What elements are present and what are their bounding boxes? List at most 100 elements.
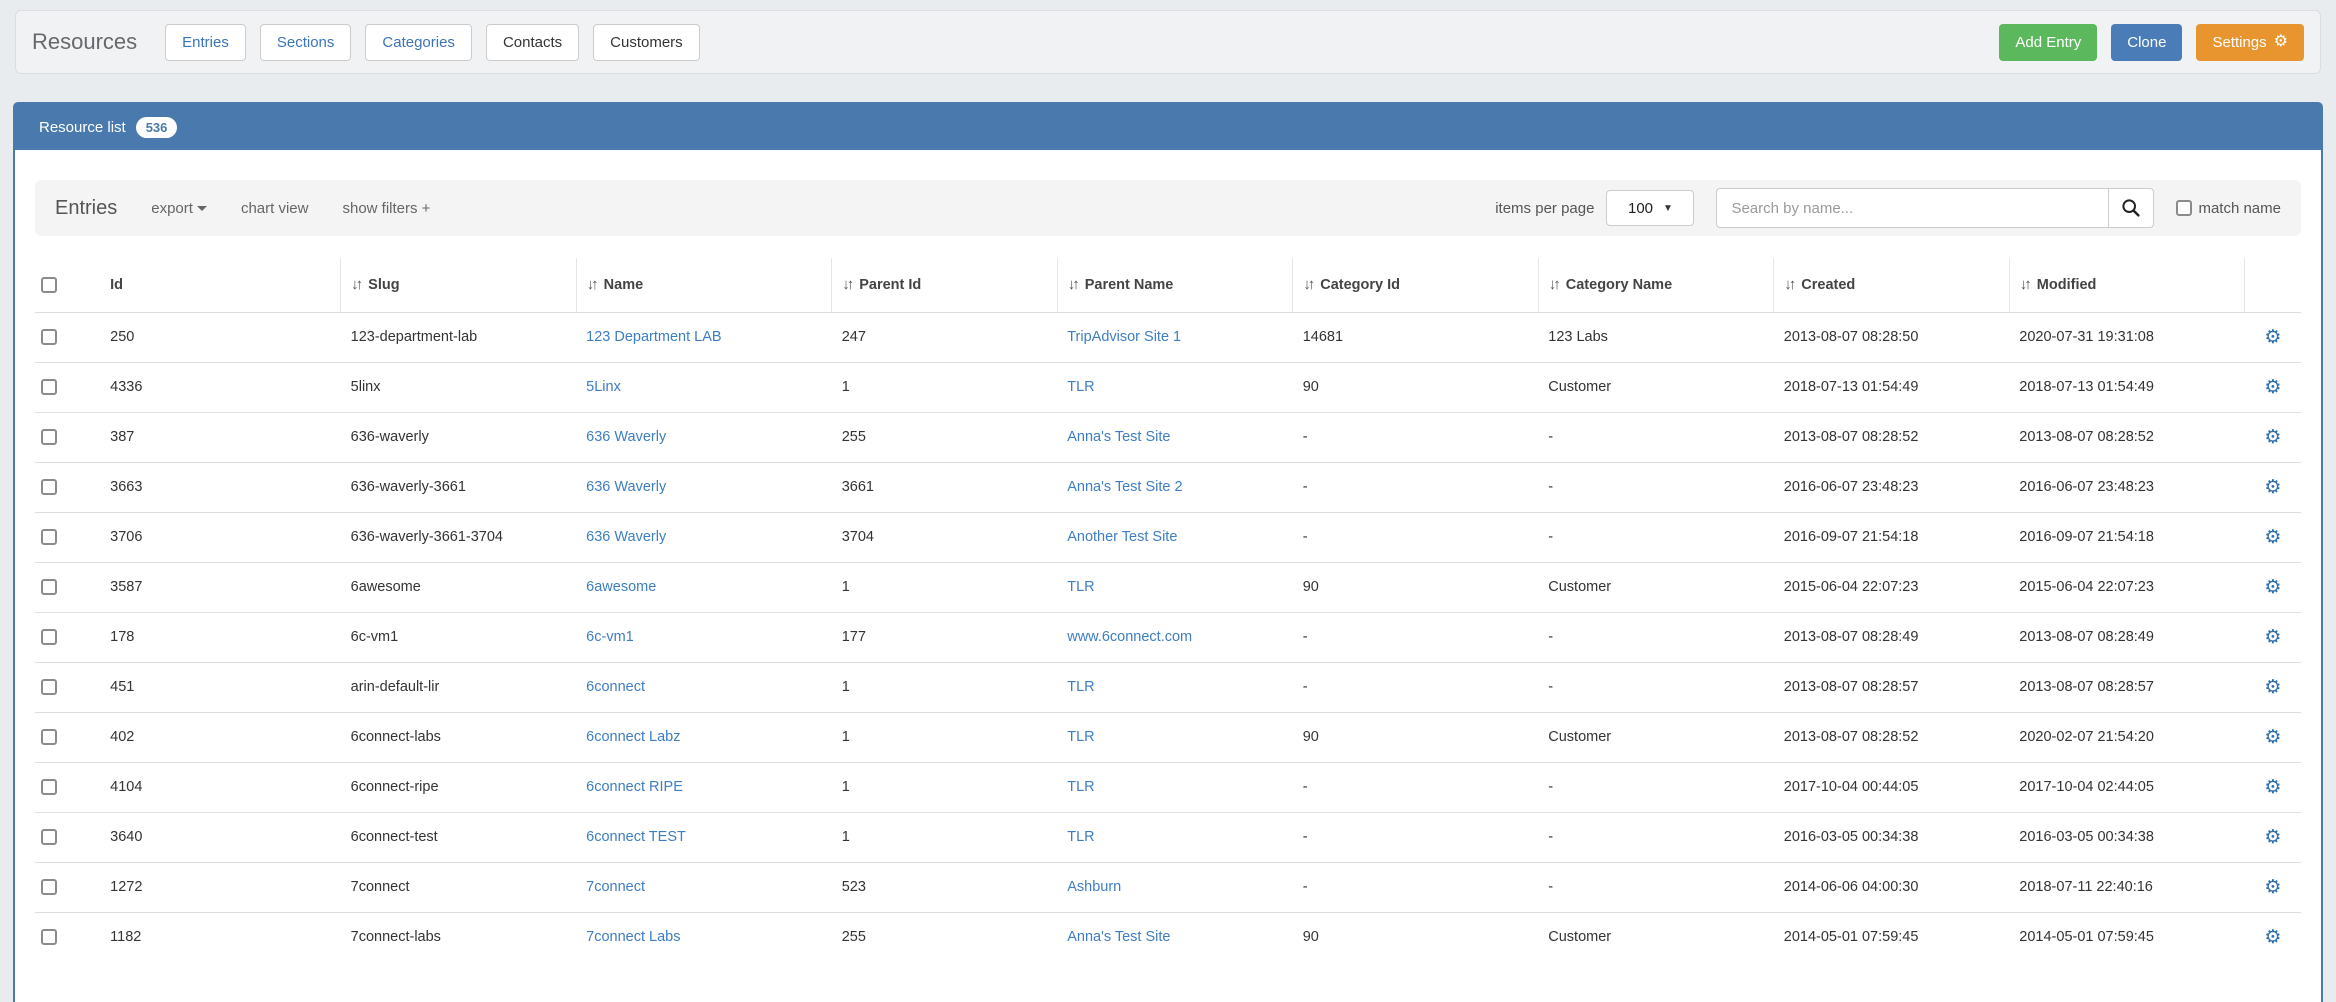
parent_name-link[interactable]: TLR (1067, 779, 1095, 795)
cell-created: 2014-06-06 04:00:30 (1773, 861, 2010, 912)
parent_name-link[interactable]: TripAdvisor Site 1 (1067, 329, 1182, 345)
row-checkbox[interactable] (41, 929, 57, 946)
row-settings-gear-icon[interactable]: ⚙ (2264, 526, 2282, 548)
tab-categories[interactable]: Categories (365, 23, 472, 61)
add-entry-button[interactable]: Add Entry (1999, 23, 2098, 61)
parent_name-link[interactable]: Anna's Test Site 2 (1067, 479, 1183, 495)
tab-customers[interactable]: Customers (593, 23, 700, 61)
cell-created: 2016-03-05 00:34:38 (1773, 811, 2010, 862)
select-all-checkbox[interactable] (41, 276, 57, 293)
name-link[interactable]: 6connect Labz (586, 729, 681, 745)
column-header-name[interactable]: ↓↑ Name (576, 258, 833, 312)
row-settings-gear-icon[interactable]: ⚙ (2264, 726, 2282, 748)
cell-modified: 2015-06-04 22:07:23 (2009, 561, 2245, 612)
name-link[interactable]: 6awesome (586, 579, 657, 595)
export-menu[interactable]: export (151, 200, 207, 217)
column-header-slug[interactable]: ↓↑ Slug (340, 258, 577, 312)
clone-button[interactable]: Clone (2111, 23, 2183, 61)
cell-category_id: - (1292, 761, 1539, 812)
search-input[interactable] (1716, 188, 2109, 228)
row-settings-gear-icon[interactable]: ⚙ (2264, 326, 2282, 348)
column-header-parent_name[interactable]: ↓↑ Parent Name (1057, 258, 1294, 312)
row-settings-gear-icon[interactable]: ⚙ (2264, 376, 2282, 398)
row-checkbox[interactable] (41, 479, 57, 495)
row-checkbox[interactable] (41, 379, 57, 395)
cell-category_id: - (1292, 461, 1539, 512)
row-checkbox[interactable] (41, 329, 57, 345)
parent_name-link[interactable]: TLR (1067, 579, 1095, 595)
row-checkbox[interactable] (41, 729, 57, 745)
parent_name-link[interactable]: Ashburn (1067, 879, 1122, 895)
name-link[interactable]: 636 Waverly (586, 529, 667, 545)
tab-sections[interactable]: Sections (259, 23, 352, 61)
row-settings-gear-icon[interactable]: ⚙ (2264, 576, 2282, 598)
name-link[interactable]: 6connect TEST (586, 829, 686, 845)
name-link[interactable]: 636 Waverly (586, 429, 667, 445)
panel-body: Entries export chart view show filters +… (15, 150, 2321, 962)
parent_name-link[interactable]: Anna's Test Site (1067, 929, 1171, 946)
row-settings-gear-icon[interactable]: ⚙ (2264, 876, 2282, 898)
row-settings-gear-icon[interactable]: ⚙ (2264, 926, 2282, 948)
column-header-label: Slug (368, 277, 400, 294)
column-header-modified[interactable]: ↓↑ Modified (2009, 258, 2246, 312)
column-header-label: Category Name (1565, 277, 1673, 294)
modified-value: 2016-03-05 00:34:38 (2019, 829, 2154, 845)
name-link[interactable]: 123 Department LAB (586, 329, 722, 345)
match-name-label: match name (2198, 199, 2281, 217)
column-header-category_name[interactable]: ↓↑ Category Name (1538, 258, 1775, 312)
search-button[interactable] (2108, 188, 2155, 228)
name-link[interactable]: 636 Waverly (586, 479, 667, 495)
row-checkbox[interactable] (41, 529, 57, 545)
parent_name-link[interactable]: TLR (1067, 729, 1095, 745)
cell-modified: 2016-09-07 21:54:18 (2009, 511, 2245, 562)
row-settings-gear-icon[interactable]: ⚙ (2264, 426, 2282, 448)
items-per-page-select[interactable]: 100 ▼ (1606, 190, 1695, 226)
cell-id: 3706 (100, 511, 341, 562)
table-row: 387 636-waverly 636 Waverly 255 Anna's Test … (35, 411, 2301, 462)
parent_name-link[interactable]: Another Test Site (1067, 529, 1178, 545)
cell-modified: 2020-02-07 21:54:20 (2009, 711, 2245, 762)
name-link[interactable]: 6connect RIPE (586, 779, 683, 795)
name-link[interactable]: 7connect (586, 879, 646, 895)
name-link[interactable]: 7connect Labs (586, 929, 681, 946)
cell-category_id: - (1292, 661, 1539, 712)
name-link[interactable]: 5Linx (586, 379, 621, 395)
row-checkbox[interactable] (41, 879, 57, 895)
match-name-checkbox[interactable] (2176, 200, 2193, 216)
category_name-value: - (1548, 879, 1554, 895)
chart-view-link[interactable]: chart view (240, 199, 309, 217)
row-checkbox[interactable] (41, 779, 57, 795)
row-checkbox[interactable] (41, 629, 57, 645)
row-checkbox[interactable] (41, 429, 57, 445)
name-link[interactable]: 6c-vm1 (586, 629, 634, 645)
cell-category_name: Customer (1538, 361, 1774, 412)
name-link[interactable]: 6connect (586, 679, 646, 695)
parent_name-link[interactable]: TLR (1067, 679, 1095, 695)
tab-entries[interactable]: Entries (165, 23, 246, 61)
settings-button[interactable]: Settings ⚙ (2196, 23, 2304, 61)
cell-slug: 6connect-ripe (340, 761, 577, 812)
cell-created: 2015-06-04 22:07:23 (1773, 561, 2010, 612)
row-checkbox[interactable] (41, 829, 57, 845)
row-settings-gear-icon[interactable]: ⚙ (2264, 676, 2282, 698)
show-filters-link[interactable]: show filters + (342, 199, 431, 217)
modified-value: 2018-07-13 01:54:49 (2019, 379, 2154, 395)
row-settings-gear-icon[interactable]: ⚙ (2264, 826, 2282, 848)
cell-category_id: 90 (1292, 361, 1539, 412)
parent_name-link[interactable]: TLR (1067, 379, 1095, 395)
row-settings-gear-icon[interactable]: ⚙ (2264, 476, 2282, 498)
tab-contacts[interactable]: Contacts (485, 23, 580, 61)
id-value: 4336 (110, 379, 143, 395)
row-settings-gear-icon[interactable]: ⚙ (2264, 776, 2282, 798)
column-header-parent_id[interactable]: ↓↑ Parent Id (831, 258, 1058, 312)
column-header-category_id[interactable]: ↓↑ Category Id (1292, 258, 1539, 312)
parent_name-link[interactable]: www.6connect.com (1067, 629, 1193, 645)
row-checkbox[interactable] (41, 679, 57, 695)
parent_id-value: 247 (841, 329, 866, 345)
parent_name-link[interactable]: TLR (1067, 829, 1095, 845)
parent_name-link[interactable]: Anna's Test Site (1067, 429, 1171, 445)
row-checkbox[interactable] (41, 579, 57, 595)
items-per-page-value: 100 (1627, 199, 1654, 217)
row-settings-gear-icon[interactable]: ⚙ (2264, 626, 2282, 648)
column-header-created[interactable]: ↓↑ Created (1773, 258, 2010, 312)
